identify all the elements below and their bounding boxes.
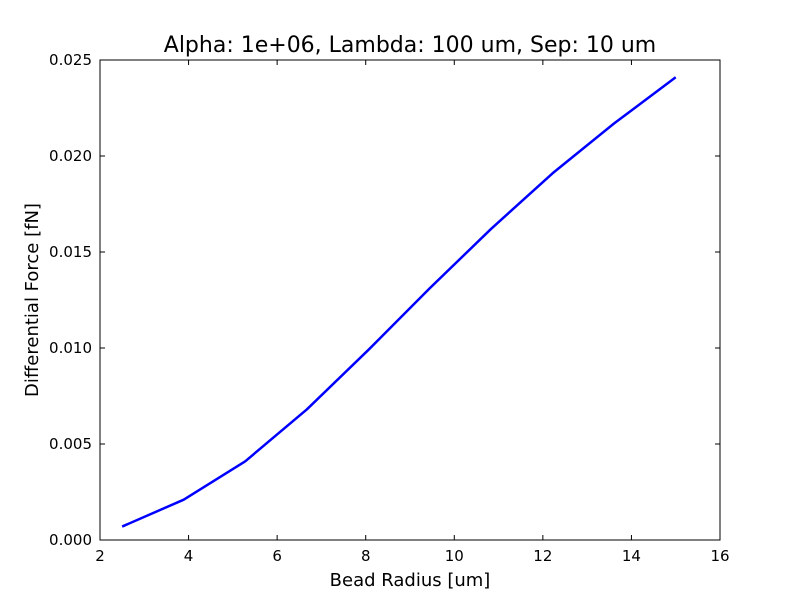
- plot-frame: [99, 59, 721, 541]
- x-tick-label: 8: [361, 547, 371, 565]
- chart-title: Alpha: 1e+06, Lambda: 100 um, Sep: 10 um: [164, 33, 656, 58]
- y-tick-label: 0.010: [49, 339, 92, 357]
- series-line-0: [121, 76, 677, 528]
- x-tick-label: 6: [272, 547, 282, 565]
- x-tick-label: 10: [445, 547, 464, 565]
- y-tick-label: 0.000: [49, 531, 92, 549]
- x-axis-label: Bead Radius [um]: [330, 570, 491, 591]
- y-tick-label: 0.005: [49, 435, 92, 453]
- x-tick-label: 4: [184, 547, 194, 565]
- plot-area: 2 4 6 8 10 12 14 16 0.000 0.005 0.010 0.015 0.020 0.0…: [49, 51, 730, 565]
- x-tick-label: 2: [95, 547, 105, 565]
- y-tick-label: 0.025: [49, 51, 92, 69]
- y-tick-label: 0.020: [49, 147, 92, 165]
- x-tick-label: 14: [622, 547, 641, 565]
- y-axis-label: Differential Force [fN]: [22, 203, 43, 397]
- y-tick-label: 0.015: [49, 243, 92, 261]
- x-tick-label: 12: [533, 547, 552, 565]
- x-tick-label: 16: [710, 547, 729, 565]
